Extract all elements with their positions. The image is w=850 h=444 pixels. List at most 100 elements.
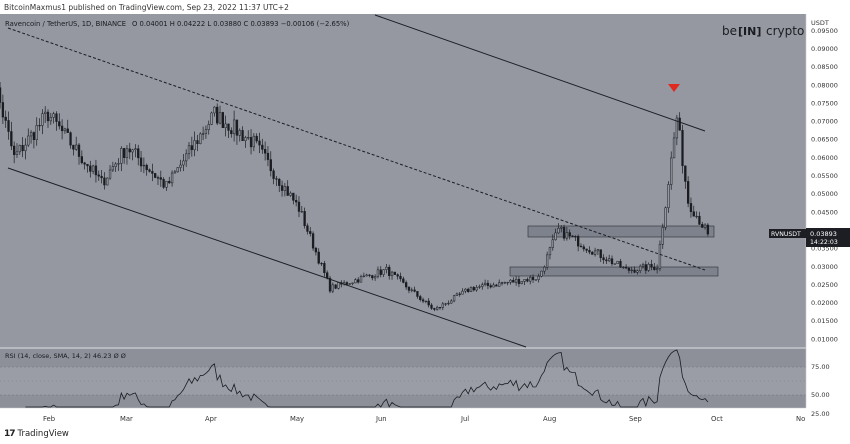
candle bbox=[182, 153, 185, 172]
upper-channel-line bbox=[374, 14, 706, 132]
symbol-legend[interactable]: Ravencoin / TetherUS, 1D, BINANCE bbox=[5, 20, 126, 28]
candle bbox=[506, 281, 509, 286]
candle bbox=[255, 133, 258, 144]
candle bbox=[156, 175, 160, 186]
candle bbox=[608, 254, 611, 263]
svg-text:be: be bbox=[722, 24, 737, 38]
candle bbox=[545, 251, 549, 270]
candle bbox=[351, 282, 354, 286]
svg-text:[IN]: [IN] bbox=[738, 25, 761, 38]
candle bbox=[486, 280, 490, 290]
candle bbox=[334, 284, 337, 290]
candle bbox=[18, 144, 21, 155]
support-zone bbox=[509, 266, 719, 277]
candle bbox=[80, 150, 83, 165]
candle bbox=[402, 276, 405, 284]
candle bbox=[216, 103, 219, 126]
candle bbox=[610, 255, 614, 266]
candle bbox=[120, 146, 123, 172]
svg-text:14:22:03: 14:22:03 bbox=[810, 239, 838, 246]
candle bbox=[27, 128, 30, 147]
time-axis[interactable] bbox=[0, 408, 850, 427]
candle bbox=[568, 229, 571, 240]
candle bbox=[139, 150, 143, 173]
candle bbox=[653, 262, 656, 271]
month-label: Mar bbox=[120, 415, 133, 423]
candle bbox=[97, 170, 100, 181]
candle bbox=[627, 267, 631, 274]
candle bbox=[108, 164, 112, 180]
candle bbox=[317, 248, 320, 265]
candle bbox=[461, 288, 464, 295]
candle bbox=[77, 143, 81, 165]
panel-divider[interactable] bbox=[0, 347, 806, 349]
candle bbox=[427, 298, 430, 308]
candle bbox=[447, 300, 450, 306]
price-tick-label: 0.07500 bbox=[811, 99, 838, 107]
candle bbox=[622, 266, 625, 269]
candle bbox=[602, 254, 605, 264]
candle bbox=[38, 118, 41, 131]
candle bbox=[455, 292, 459, 296]
candle bbox=[371, 274, 374, 281]
candle bbox=[91, 164, 95, 175]
candle bbox=[117, 158, 120, 171]
candle bbox=[520, 281, 523, 285]
rsi-legend[interactable]: RSI (14, close, SMA, 14, 2) 46.23 Ø Ø bbox=[5, 352, 126, 360]
candle bbox=[238, 128, 241, 142]
candle bbox=[675, 114, 679, 146]
candle bbox=[89, 160, 92, 178]
candle bbox=[354, 278, 357, 284]
candle bbox=[650, 259, 653, 271]
month-label: Oct bbox=[711, 415, 723, 423]
candle bbox=[213, 106, 216, 117]
candle bbox=[452, 294, 456, 303]
candle bbox=[125, 145, 129, 165]
candle bbox=[464, 288, 467, 294]
candle bbox=[407, 286, 411, 294]
candle bbox=[173, 170, 177, 174]
candle bbox=[337, 282, 340, 290]
candle bbox=[297, 196, 301, 218]
candle bbox=[689, 197, 693, 218]
candle bbox=[10, 121, 13, 150]
current-price-label: RVNUSDT 0.03893 14:22:03 bbox=[769, 228, 850, 247]
candle bbox=[647, 262, 650, 272]
month-label: Jul bbox=[460, 415, 469, 423]
candle bbox=[492, 282, 495, 288]
candle bbox=[469, 286, 473, 292]
candle bbox=[433, 307, 436, 312]
candle bbox=[131, 148, 134, 161]
candle bbox=[379, 266, 382, 278]
candle bbox=[122, 147, 126, 164]
candle bbox=[151, 163, 154, 182]
candle bbox=[24, 138, 27, 160]
candle bbox=[283, 182, 287, 197]
candle bbox=[526, 277, 529, 283]
candle bbox=[681, 124, 684, 174]
candle bbox=[467, 287, 470, 293]
price-tick-label: 0.01500 bbox=[811, 317, 838, 325]
candle bbox=[692, 205, 695, 217]
candle bbox=[306, 223, 309, 235]
candle bbox=[21, 137, 24, 158]
candle bbox=[201, 126, 205, 141]
candle bbox=[534, 279, 538, 281]
price-tick-label: 0.01000 bbox=[811, 335, 838, 343]
candle bbox=[616, 260, 619, 265]
candle bbox=[410, 287, 413, 293]
candle bbox=[574, 235, 577, 242]
footer: 17 TradingView bbox=[4, 429, 69, 439]
month-label: Feb bbox=[43, 415, 55, 423]
candle bbox=[624, 264, 628, 270]
price-axis[interactable] bbox=[806, 14, 850, 408]
candle bbox=[272, 168, 275, 185]
candle bbox=[373, 274, 377, 281]
price-tick-label: 0.03500 bbox=[811, 245, 838, 253]
candle bbox=[300, 206, 303, 213]
candle bbox=[388, 264, 391, 280]
candle bbox=[7, 111, 10, 140]
candle bbox=[278, 177, 281, 193]
candle bbox=[55, 111, 58, 131]
candle bbox=[49, 112, 52, 125]
